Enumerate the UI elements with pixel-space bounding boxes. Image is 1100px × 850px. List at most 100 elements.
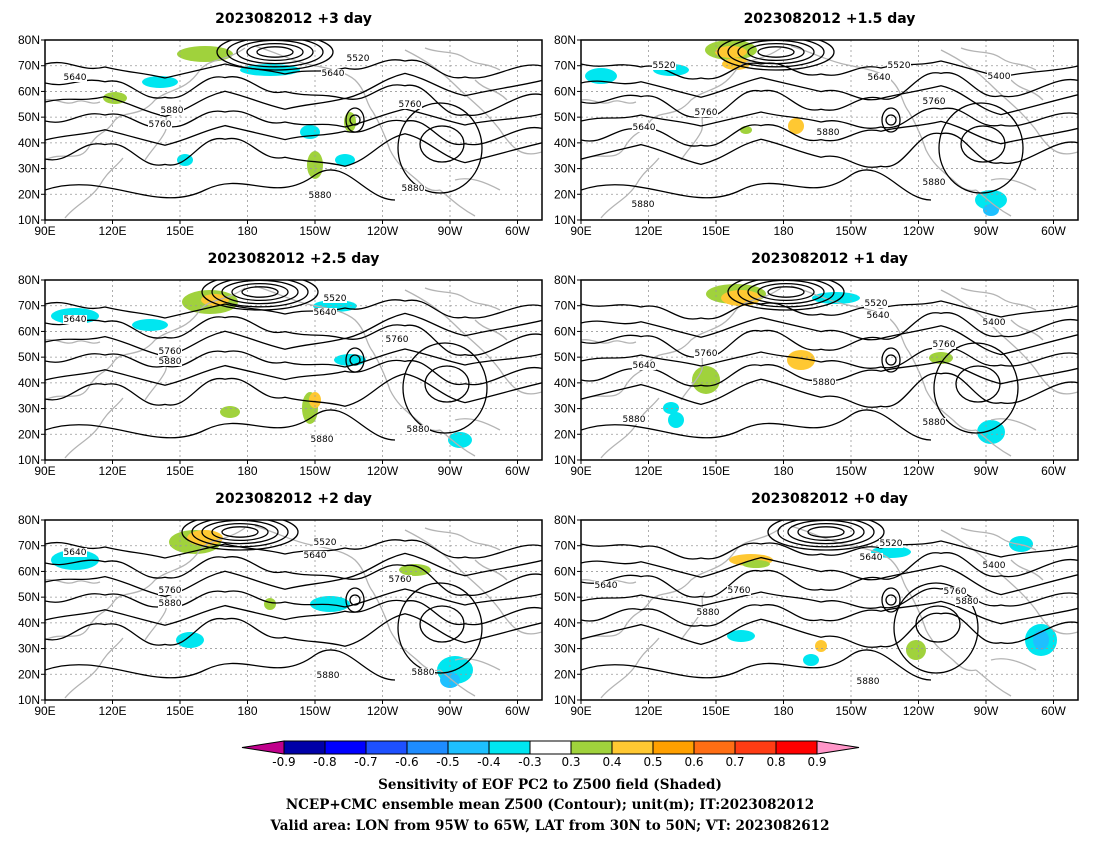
shading-patch bbox=[1009, 536, 1033, 552]
lon-tick-label: 90E bbox=[34, 704, 55, 718]
contour-label: 5520 bbox=[865, 299, 888, 309]
lat-lon-grid bbox=[581, 280, 1078, 460]
contour-label: 5760 bbox=[695, 108, 718, 118]
lon-tick-label: 90E bbox=[34, 224, 55, 238]
map-panel: 2023082012 +1 day 5520 5640 5400 5760 5760 564… bbox=[554, 251, 1079, 478]
lon-tick-label: 90W bbox=[438, 464, 463, 478]
panel-title: 2023082012 +3 day bbox=[215, 11, 372, 27]
colorbar-tick-label: -0.6 bbox=[395, 755, 418, 769]
z500-contours bbox=[581, 520, 1078, 681]
lat-tick-label: 10N bbox=[18, 213, 40, 227]
lat-tick-label: 20N bbox=[18, 667, 40, 681]
contour-label: 5400 bbox=[983, 318, 1006, 328]
contour-label: 5640 bbox=[595, 581, 618, 591]
contour-label: 5880 bbox=[923, 178, 946, 188]
lon-tick-label: 120E bbox=[634, 464, 662, 478]
colorbar-tick-label: -0.8 bbox=[313, 755, 336, 769]
colorbar-swatch bbox=[734, 740, 777, 755]
lat-lon-grid bbox=[45, 280, 542, 460]
shading-patch bbox=[788, 118, 804, 134]
lat-tick-label: 60N bbox=[18, 324, 40, 338]
lat-tick-label: 50N bbox=[554, 590, 576, 604]
shading-patch bbox=[692, 366, 720, 394]
colorbar-tick-label: -0.7 bbox=[354, 755, 377, 769]
lon-tick-label: 120E bbox=[98, 224, 126, 238]
lat-tick-label: 50N bbox=[554, 110, 576, 124]
lat-tick-label: 10N bbox=[554, 453, 576, 467]
lon-tick-label: 180 bbox=[773, 224, 793, 238]
lat-tick-label: 50N bbox=[18, 350, 40, 364]
shading-patch bbox=[310, 596, 350, 612]
contour-label: 5760 bbox=[386, 335, 409, 345]
panel-title: 2023082012 +0 day bbox=[751, 491, 908, 507]
caption-line-1: Sensitivity of EOF PC2 to Z500 field (Sh… bbox=[378, 777, 722, 793]
lon-tick-label: 150W bbox=[835, 464, 867, 478]
contour-label: 5880 bbox=[923, 418, 946, 428]
lat-tick-label: 60N bbox=[18, 564, 40, 578]
contour-label: 5520 bbox=[888, 61, 911, 71]
lon-tick-label: 120E bbox=[634, 704, 662, 718]
lat-tick-label: 10N bbox=[18, 693, 40, 707]
contour-label: 5640 bbox=[860, 553, 883, 563]
lon-tick-label: 150E bbox=[166, 464, 194, 478]
lat-tick-label: 30N bbox=[554, 642, 576, 656]
contour-label: 5640 bbox=[322, 69, 345, 79]
contour-label: 5520 bbox=[653, 61, 676, 71]
lat-tick-label: 70N bbox=[18, 299, 40, 313]
contour-label: 5880 bbox=[632, 200, 655, 210]
colorbar-swatch bbox=[775, 740, 818, 755]
lon-tick-label: 120W bbox=[903, 224, 935, 238]
colorbar-tick-label: -0.5 bbox=[436, 755, 459, 769]
contour-label: 5880 bbox=[813, 378, 836, 388]
colorbar-swatch bbox=[447, 740, 490, 755]
panel-title: 2023082012 +2.5 day bbox=[208, 251, 380, 267]
lon-tick-label: 120E bbox=[634, 224, 662, 238]
shading-patch bbox=[399, 564, 431, 576]
colorbar-tick-label: 0.4 bbox=[602, 755, 621, 769]
contour-label: 5760 bbox=[149, 120, 172, 130]
map-area: 5520 5640 5400 5760 5760 5640 5880 5880 5880 bbox=[581, 280, 1078, 460]
colorbar-tick-label: 0.8 bbox=[766, 755, 785, 769]
colorbar-swatch bbox=[283, 740, 326, 755]
contour-label: 5520 bbox=[324, 294, 347, 304]
contour-label: 5880 bbox=[697, 608, 720, 618]
shading-patch bbox=[983, 204, 999, 216]
lat-tick-label: 70N bbox=[554, 299, 576, 313]
caption-block: Sensitivity of EOF PC2 to Z500 field (Sh… bbox=[270, 777, 830, 834]
lon-tick-label: 120E bbox=[98, 464, 126, 478]
caption-line-3: Valid area: LON from 95W to 65W, LAT fro… bbox=[270, 818, 830, 834]
lat-tick-label: 20N bbox=[554, 427, 576, 441]
lat-tick-label: 40N bbox=[554, 136, 576, 150]
lon-tick-label: 150W bbox=[299, 464, 331, 478]
contour-label: 5880 bbox=[623, 415, 646, 425]
colorbar-tick-label: -0.4 bbox=[477, 755, 500, 769]
lon-tick-label: 60W bbox=[1041, 704, 1066, 718]
contour-label: 5880 bbox=[412, 668, 435, 678]
contour-label: 5880 bbox=[956, 597, 979, 607]
colorbar-swatch bbox=[365, 740, 408, 755]
contour-label: 5880 bbox=[311, 435, 334, 445]
map-panel: 2023082012 +0 day 5520 5640 5400 5640 5760 576… bbox=[554, 491, 1079, 718]
z500-contours bbox=[581, 40, 1078, 201]
panel-frame bbox=[44, 39, 543, 221]
contour-label: 5640 bbox=[64, 315, 87, 325]
lat-tick-label: 40N bbox=[554, 616, 576, 630]
contour-label: 5880 bbox=[817, 128, 840, 138]
lat-tick-label: 70N bbox=[18, 539, 40, 553]
lat-tick-label: 60N bbox=[18, 84, 40, 98]
contour-labels: 5520 5640 5400 5760 5760 5640 5880 5880 5880 bbox=[622, 299, 1006, 428]
lon-tick-label: 90E bbox=[570, 224, 591, 238]
colorbar-tick-label: -0.9 bbox=[272, 755, 295, 769]
colorbar-swatch bbox=[529, 740, 572, 755]
colorbar-swatch bbox=[324, 740, 367, 755]
lat-tick-label: 80N bbox=[554, 273, 576, 287]
z500-contours bbox=[581, 280, 1078, 441]
lon-tick-label: 150W bbox=[835, 224, 867, 238]
lat-tick-label: 40N bbox=[18, 136, 40, 150]
lon-tick-label: 180 bbox=[237, 704, 257, 718]
shading-patch bbox=[815, 640, 827, 652]
lon-tick-label: 180 bbox=[237, 464, 257, 478]
